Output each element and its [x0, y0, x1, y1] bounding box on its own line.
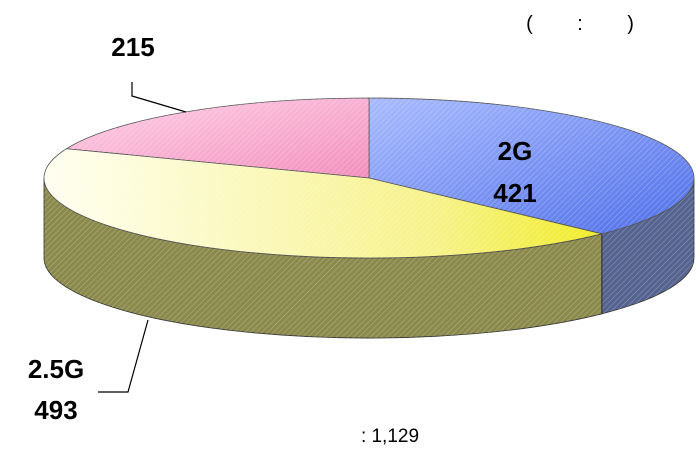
slice-value-pink: 215: [111, 32, 154, 62]
slice-value-2g: 421: [493, 178, 536, 208]
leader-line-2-5g: [98, 320, 148, 392]
unit-note: ( : ): [526, 13, 634, 35]
slice-value-2-5g: 493: [34, 395, 77, 425]
leader-line-pink: [132, 82, 186, 112]
slice-name-2g: 2G: [498, 136, 533, 166]
slice-name-2-5g: 2.5G: [28, 354, 84, 384]
total-label: : 1,129: [361, 426, 419, 447]
